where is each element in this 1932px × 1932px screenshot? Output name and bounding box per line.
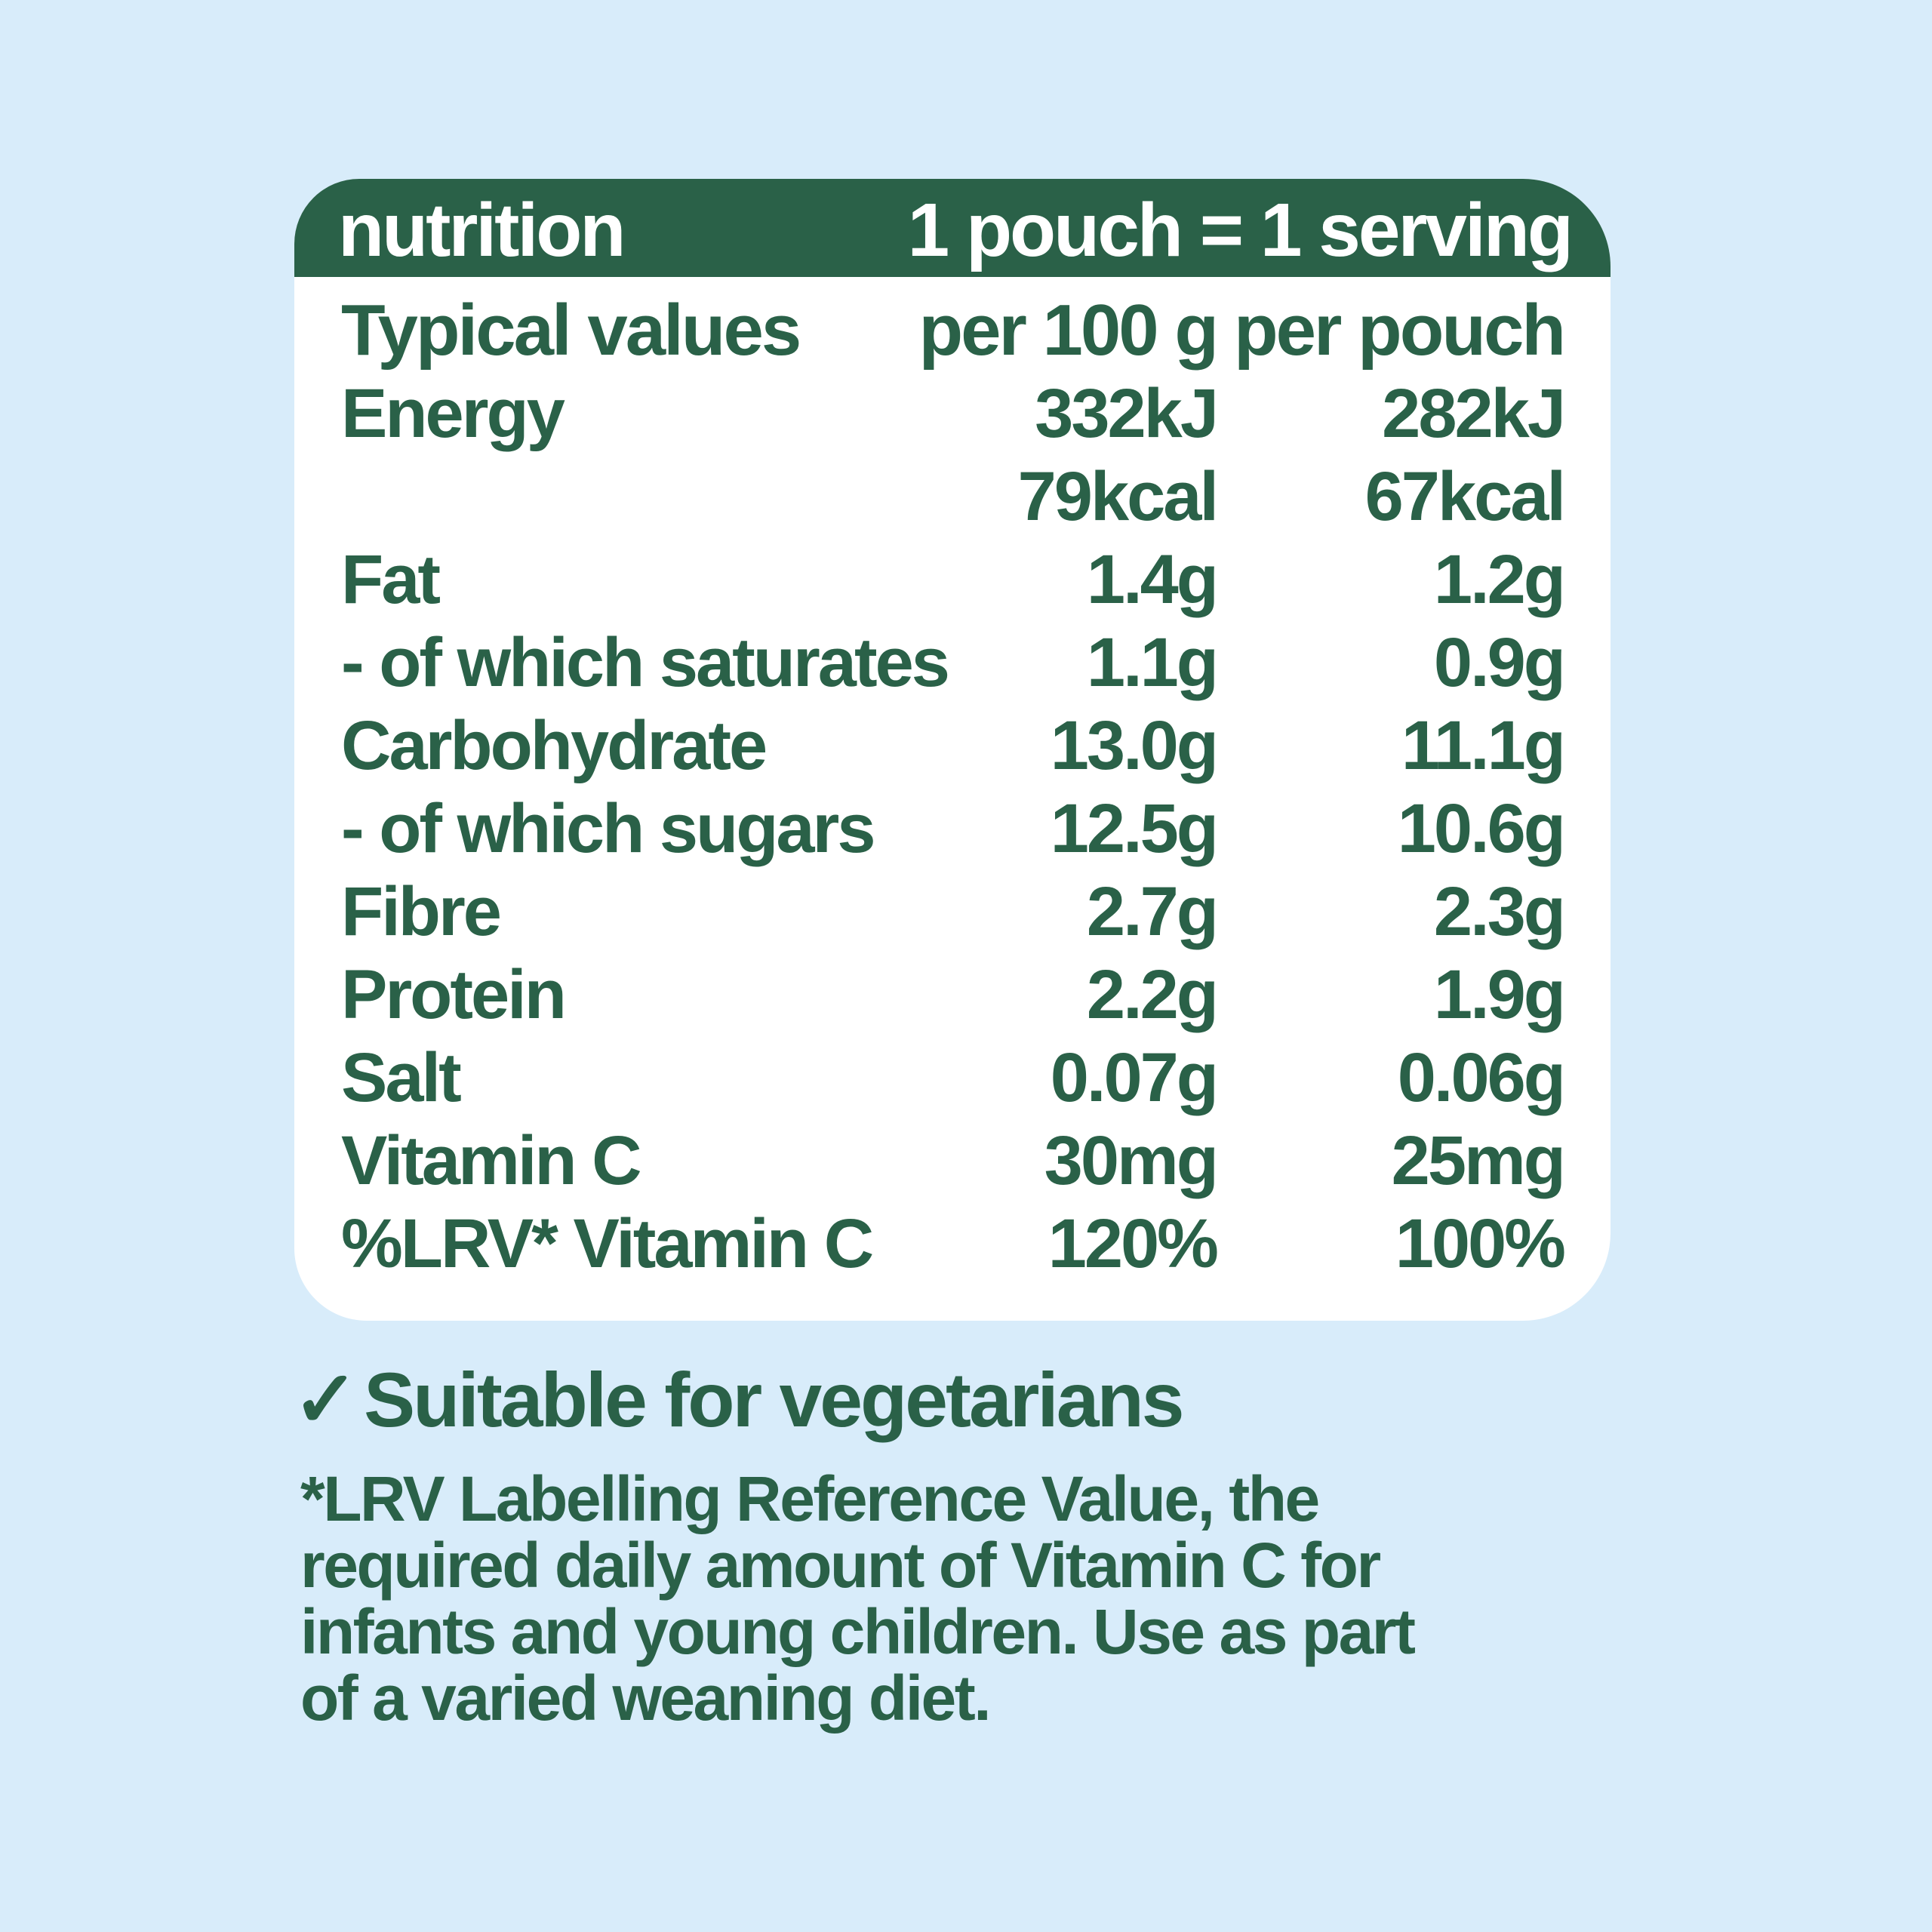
row-value-per-100g: 2.2g (1086, 956, 1219, 1033)
table-row-fat: Fat 1.4g 1.2g (341, 538, 1566, 621)
row-value-per-100g: 1.4g (1086, 541, 1219, 618)
row-value-per-pouch: 67kcal (1364, 458, 1566, 535)
footnote-line: required daily amount of Vitamin C for (300, 1530, 1381, 1601)
row-label: Salt (341, 1039, 462, 1116)
row-value-per-100g: 12.5g (1050, 790, 1219, 867)
row-value-per-100g: 30mg (1044, 1122, 1219, 1199)
footnote-line: infants and young children. Use as part (300, 1596, 1416, 1667)
row-value-per-pouch: 282kJ (1382, 375, 1566, 452)
column-header-per-pouch: per pouch (1233, 290, 1566, 371)
row-value-per-pouch: 2.3g (1433, 873, 1566, 950)
table-row-saturates: - of which saturates 1.1g 0.9g (341, 621, 1566, 704)
row-value-per-pouch: 1.2g (1433, 541, 1566, 618)
row-value-per-pouch: 11.1g (1401, 707, 1566, 784)
nutrition-table: Typical values per 100 g per pouch Energ… (294, 277, 1611, 1285)
row-value-per-pouch: 0.06g (1397, 1039, 1566, 1116)
row-value-per-100g: 79kcal (1017, 458, 1219, 535)
row-value-per-pouch: 100% (1395, 1205, 1566, 1282)
table-row-energy-kcal: 79kcal 67kcal (341, 455, 1566, 538)
table-row-carbohydrate: Carbohydrate 13.0g 11.1g (341, 704, 1566, 787)
vegetarian-text: Suitable for vegetarians (364, 1357, 1184, 1444)
table-row-fibre: Fibre 2.7g 2.3g (341, 870, 1566, 953)
row-label: Energy (341, 375, 565, 452)
table-row-salt: Salt 0.07g 0.06g (341, 1036, 1566, 1119)
lrv-footnote: *LRV Labelling Reference Value, the requ… (300, 1463, 1416, 1734)
serving-note: 1 pouch = 1 serving (907, 188, 1574, 272)
vegetarian-statement: ✓ Suitable for vegetarians (293, 1356, 1185, 1444)
row-value-per-100g: 332kJ (1035, 375, 1219, 452)
row-value-per-100g: 0.07g (1050, 1039, 1219, 1116)
table-header-row: Typical values per 100 g per pouch (341, 289, 1566, 372)
row-value-per-100g: 2.7g (1086, 873, 1219, 950)
table-row-vitamin-c: Vitamin C 30mg 25mg (341, 1119, 1566, 1202)
footnote-line: *LRV Labelling Reference Value, the (300, 1463, 1320, 1534)
row-label: Carbohydrate (341, 707, 768, 784)
row-value-per-pouch: 1.9g (1433, 956, 1566, 1033)
checkmark-icon: ✓ (293, 1356, 358, 1444)
row-label: %LRV* Vitamin C (341, 1205, 874, 1282)
row-value-per-pouch: 25mg (1391, 1122, 1566, 1199)
nutrition-header-bar: nutrition 1 pouch = 1 serving (294, 179, 1611, 277)
row-value-per-pouch: 10.6g (1397, 790, 1566, 867)
row-label: Fat (341, 541, 441, 618)
row-label: - of which saturates (341, 624, 950, 701)
table-row-sugars: - of which sugars 12.5g 10.6g (341, 787, 1566, 870)
row-label: Vitamin C (341, 1122, 642, 1199)
row-label: Fibre (341, 873, 502, 950)
nutrition-card: nutrition 1 pouch = 1 serving Typical va… (294, 179, 1611, 1321)
row-value-per-100g: 120% (1048, 1205, 1219, 1282)
row-value-per-100g: 13.0g (1050, 707, 1219, 784)
nutrition-title: nutrition (338, 188, 626, 272)
row-value-per-pouch: 0.9g (1433, 624, 1566, 701)
column-header-typical-values: Typical values (341, 290, 801, 371)
row-value-per-100g: 1.1g (1086, 624, 1219, 701)
footnote-line: of a varied weaning diet. (300, 1663, 992, 1734)
table-row-energy-kj: Energy 332kJ 282kJ (341, 372, 1566, 455)
column-header-per-100g: per 100 g (918, 290, 1219, 371)
table-row-protein: Protein 2.2g 1.9g (341, 953, 1566, 1036)
row-label: Protein (341, 956, 567, 1033)
row-label: - of which sugars (341, 790, 876, 867)
table-row-lrv-vitamin-c: %LRV* Vitamin C 120% 100% (341, 1202, 1566, 1285)
